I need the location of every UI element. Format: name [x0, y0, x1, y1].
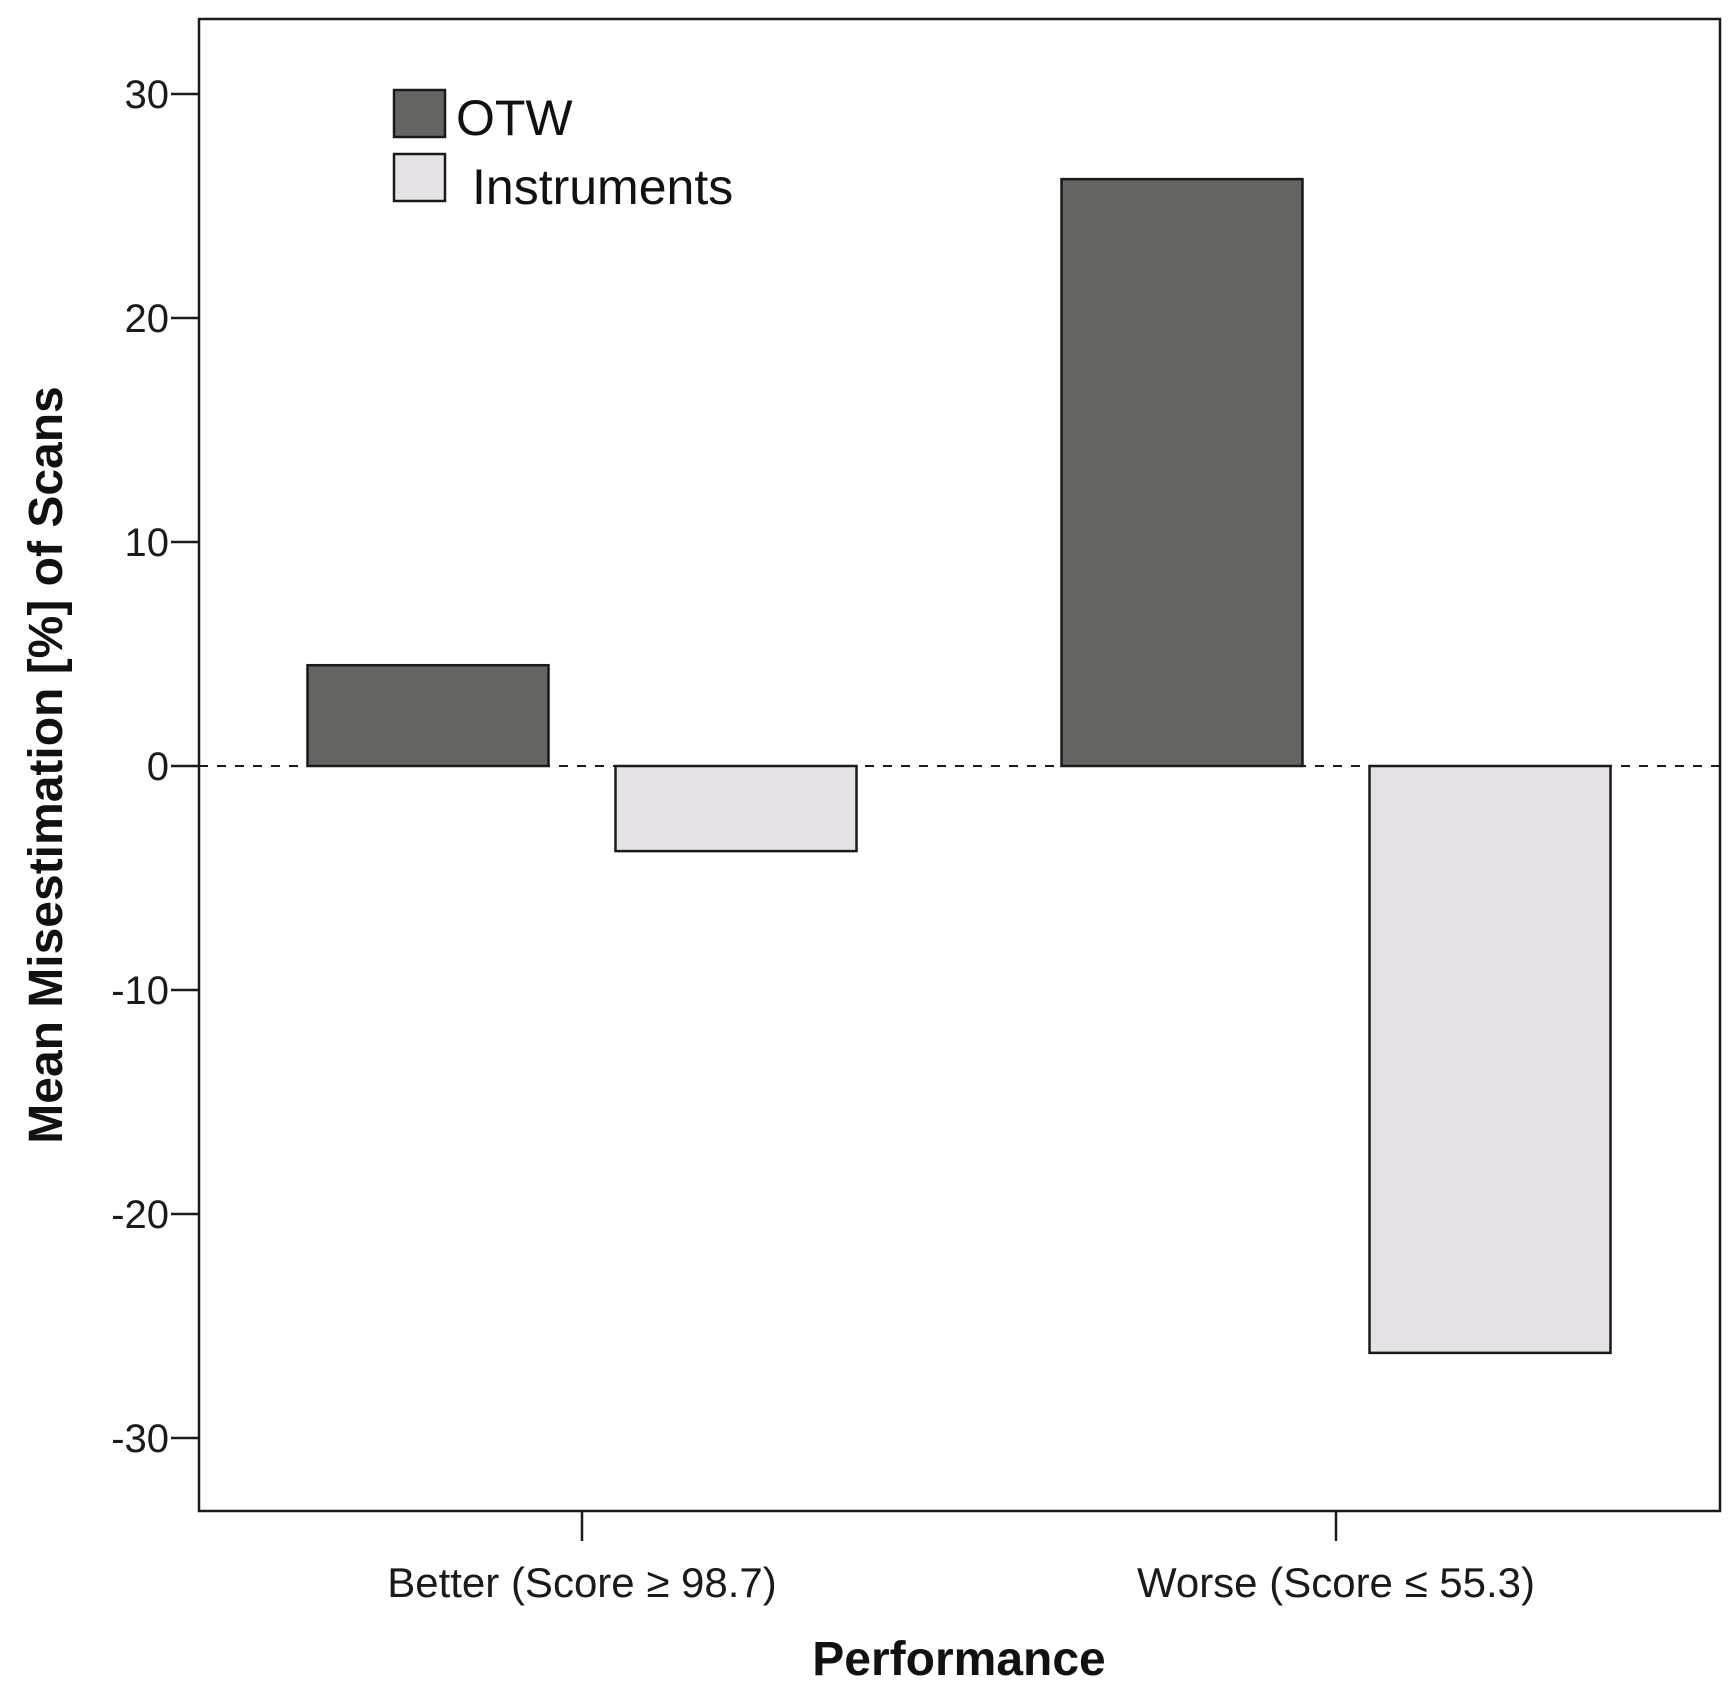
x-tick-label: Better (Score ≥ 98.7) [387, 1559, 777, 1606]
x-axis: Better (Score ≥ 98.7) Worse (Score ≤ 55.3… [387, 1511, 1535, 1606]
legend-label-otw: OTW [456, 90, 573, 146]
bar-otw-2 [1060, 177, 1304, 768]
y-tick-label: 20 [125, 297, 170, 341]
x-axis-title: Performance [812, 1633, 1105, 1686]
legend-label-instruments: Instruments [472, 159, 733, 215]
bars-group [306, 177, 1612, 1355]
legend-swatch-instruments [392, 152, 447, 203]
bar-instruments-2 [1368, 764, 1612, 1355]
y-axis: 30 20 10 0 -10 -20 -30 [111, 73, 199, 1461]
y-tick-label: -20 [111, 1193, 169, 1237]
bar-instruments-1 [614, 764, 858, 853]
bar-otw-1 [306, 663, 550, 768]
legend-swatch-otw [392, 88, 447, 139]
y-tick-label: 0 [147, 745, 169, 789]
y-tick-label: -30 [111, 1417, 169, 1461]
y-tick-label: 10 [125, 521, 170, 565]
x-tick-label: Worse (Score ≤ 55.3) [1137, 1559, 1535, 1606]
legend: OTW Instruments [392, 88, 733, 215]
y-axis-title: Mean Misestimation [%] of Scans [20, 386, 73, 1143]
y-tick-label: 30 [125, 73, 170, 117]
y-tick-label: -10 [111, 969, 169, 1013]
